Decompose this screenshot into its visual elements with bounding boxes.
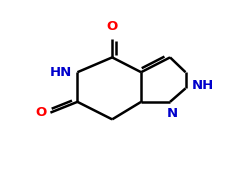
- Text: O: O: [35, 106, 47, 119]
- Text: NH: NH: [191, 79, 214, 92]
- Text: HN: HN: [49, 66, 72, 79]
- Text: O: O: [107, 20, 118, 33]
- Text: N: N: [166, 107, 178, 120]
